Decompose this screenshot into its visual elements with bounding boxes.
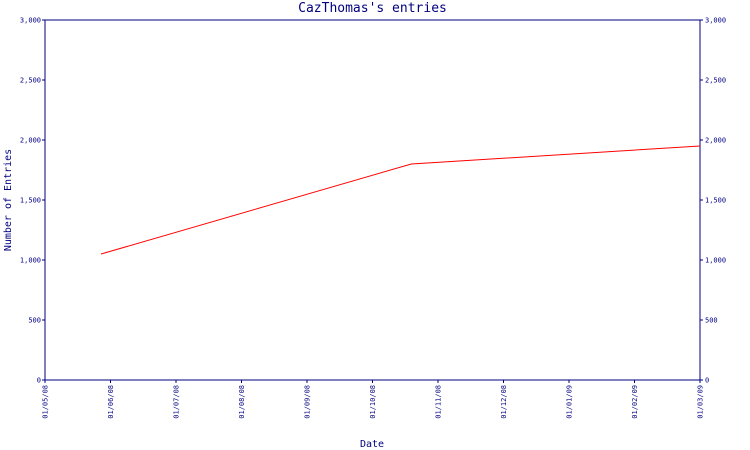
y-tick-label-left: 0 — [37, 377, 41, 385]
y-axis-left: 0 500 1,000 1,500 2,000 2,500 3,000 — [20, 17, 45, 385]
x-tick-label: 01/03/09 — [697, 385, 705, 419]
series-layer — [100, 145, 701, 255]
y-axis-right: 0 500 1,000 1,500 2,000 2,500 3,000 — [700, 17, 726, 385]
x-tick-label: 01/06/08 — [107, 385, 115, 419]
x-tick-label: 01/08/08 — [238, 385, 246, 419]
y-tick-label-left: 1,500 — [20, 197, 41, 205]
plot-frame — [44, 19, 701, 381]
y-tick-label-right: 500 — [705, 317, 718, 325]
y-tick-label-right: 3,000 — [705, 17, 726, 25]
y-tick-label-left: 2,000 — [20, 137, 41, 145]
y-tick-label-right: 2,000 — [705, 137, 726, 145]
y-tick-label-right: 0 — [705, 377, 709, 385]
x-tick-label: 01/12/08 — [500, 385, 508, 419]
y-tick-label-right: 2,500 — [705, 77, 726, 85]
x-axis-title: Date — [360, 439, 384, 450]
series-line — [100, 145, 701, 255]
x-tick-label: 01/11/08 — [435, 385, 443, 419]
x-tick-label: 01/07/08 — [173, 385, 181, 419]
y-tick-label-left: 2,500 — [20, 77, 41, 85]
y-tick-label-left: 3,000 — [20, 17, 41, 25]
x-tick-label: 01/01/09 — [566, 385, 574, 419]
x-tick-label: 01/02/09 — [631, 385, 639, 419]
y-tick-label-left: 1,000 — [20, 257, 41, 265]
x-tick-label: 01/10/08 — [369, 385, 377, 419]
x-axis: 01/05/08 01/06/08 01/07/08 01/08/08 01/09/08… — [42, 380, 705, 419]
x-tick-label: 01/05/08 — [42, 385, 50, 419]
y-tick-label-right: 1,500 — [705, 197, 726, 205]
y-tick-label-left: 500 — [28, 317, 41, 325]
chart-title: CazThomas's entries — [298, 1, 447, 16]
y-axis-title: Number of Entries — [3, 149, 14, 251]
y-tick-label-right: 1,000 — [705, 257, 726, 265]
x-tick-label: 01/09/08 — [304, 385, 312, 419]
